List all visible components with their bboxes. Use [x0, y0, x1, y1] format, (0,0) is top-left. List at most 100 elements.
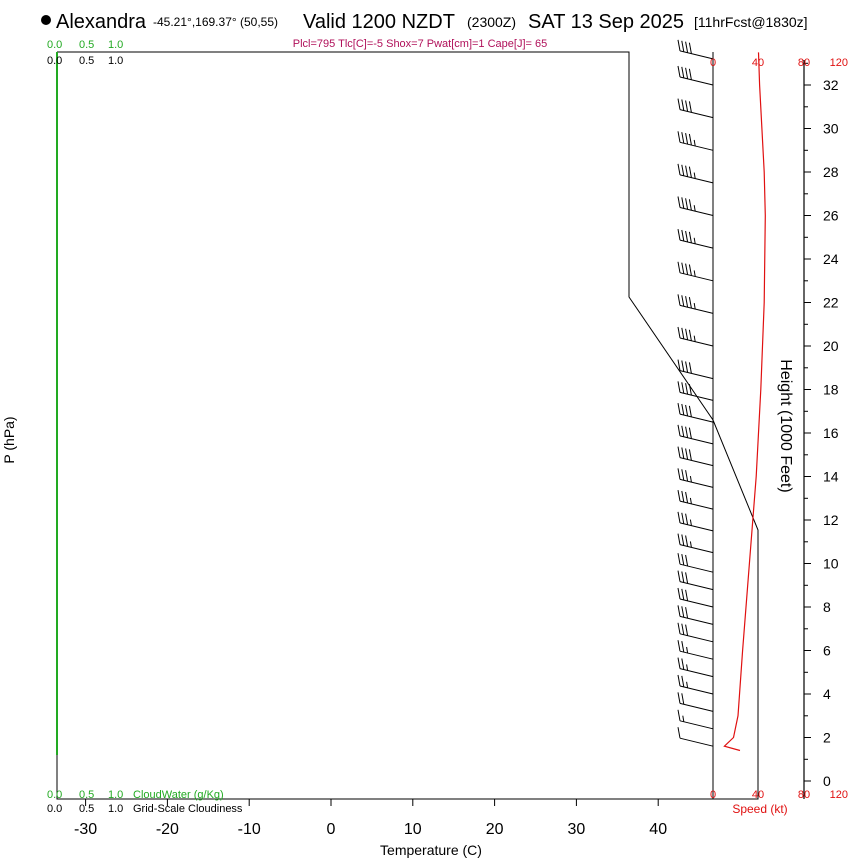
wind-barb-half-23 [693, 237, 696, 244]
wind-barb-flag-1-0 [677, 709, 681, 721]
wind-barb-flag-6-2 [685, 624, 689, 636]
wind-barb-flag-10-0 [677, 553, 681, 565]
wind-barb-staff-12 [679, 522, 714, 532]
wind-barb-flag-22-0 [677, 261, 681, 273]
wind-barb-flag-19-0 [677, 359, 681, 371]
wind-barb-staff-17 [679, 413, 714, 423]
wind-barb-staff-10 [679, 563, 714, 573]
wind-barb-half-13 [689, 497, 692, 504]
wind-barb-staff-28 [679, 76, 714, 86]
speed-bottom-tick-0: 0 [710, 789, 716, 801]
cloudiness-bottom-tick-1: 1.0 [108, 803, 123, 815]
wind-barb-flag-8-2 [685, 589, 689, 601]
wind-barb-staff-16 [679, 435, 714, 445]
cloud-bottom-tick-1: 1.0 [108, 789, 123, 801]
wind-barb-flag-22-3 [688, 264, 692, 276]
wind-barb-flag-15-1 [681, 447, 685, 459]
wind-barb-flag-27-2 [685, 100, 689, 112]
wind-barb-flag-9-1 [681, 571, 685, 583]
temp-label-0: 0 [327, 821, 336, 838]
wind-barb-flag-17-0 [677, 403, 681, 415]
wind-barb-flag-23-1 [681, 229, 685, 242]
wind-barb-flag-24-2 [685, 198, 689, 210]
wind-barb-flag-20-1 [681, 327, 685, 339]
wind-barbs [677, 39, 714, 747]
x-axis-title: Temperature (C) [380, 842, 482, 858]
wind-barb-half-22 [693, 270, 696, 277]
cloud-bottom-tick-05: 0.5 [79, 789, 94, 801]
speed-top-tick-0: 0 [710, 57, 716, 69]
speed-axis-label: Speed (kt) [732, 802, 787, 816]
wind-barb-flag-26-1 [681, 132, 685, 144]
y-axis-title: P (hPa) [1, 416, 17, 463]
height-label-32: 32 [823, 77, 839, 93]
wind-barb-flag-15-2 [685, 448, 689, 460]
wind-barb-flag-13-2 [685, 491, 689, 504]
wind-barb-half-14 [689, 476, 692, 483]
wind-barb-flag-6-0 [677, 622, 681, 634]
wind-barb-staff-18 [679, 391, 714, 401]
wind-barb-half-1 [682, 715, 685, 722]
valid-date: SAT 13 Sep 2025 [528, 11, 684, 33]
wind-barb-flag-27-1 [681, 99, 685, 111]
speed-top-tick-80: 80 [798, 57, 810, 69]
wind-barb-staff-6 [679, 633, 714, 643]
wind-barb-flag-16-1 [681, 425, 685, 437]
wind-barb-half-5 [686, 646, 689, 654]
height-label-18: 18 [823, 382, 839, 398]
wind-barb-flag-2-0 [677, 692, 681, 704]
wind-barb-staff-13 [679, 500, 714, 510]
wind-barb-flag-26-0 [677, 131, 681, 143]
wind-barb-staff-23 [679, 239, 714, 249]
wind-barb-flag-23-3 [688, 231, 692, 243]
wind-barb-flag-25-0 [677, 163, 681, 175]
wind-barb-flag-7-1 [681, 606, 685, 618]
wind-barb-flag-24-3 [688, 199, 692, 211]
wind-barb-flag-5-0 [677, 640, 681, 652]
wind-barb-flag-21-2 [685, 296, 689, 308]
wind-barb-flag-20-2 [685, 328, 689, 340]
wind-barb-half-12 [689, 519, 692, 526]
wind-barb-flag-16-3 [688, 427, 692, 439]
wind-barb-flag-23-0 [677, 229, 681, 241]
wind-barb-28 [677, 65, 714, 86]
height-label-10: 10 [823, 556, 839, 572]
height-label-8: 8 [823, 599, 831, 615]
cloud-top-tick-1: 1.0 [108, 39, 123, 51]
wind-barb-flag-17-1 [681, 403, 685, 416]
wind-barb-half-4 [686, 664, 689, 671]
wind-barb-flag-13-1 [681, 490, 685, 503]
height-label-12: 12 [823, 512, 839, 528]
wind-barb-1 [677, 709, 714, 730]
wind-barb-flag-22-2 [685, 263, 689, 275]
wind-barb-21 [677, 294, 714, 314]
wind-barb-flag-25-1 [681, 164, 685, 176]
wind-barb-9 [677, 570, 714, 591]
cloud-bottom-tick-0: 0.0 [47, 789, 62, 801]
wind-barb-flag-18-3 [688, 384, 692, 396]
wind-barb-flag-14-0 [677, 468, 681, 480]
wind-barb-flag-29-1 [681, 40, 685, 52]
temp-label-30: 30 [568, 821, 586, 838]
height-label-30: 30 [823, 121, 839, 137]
wind-barb-flag-25-3 [688, 166, 692, 178]
cloud-water-label: CloudWater (g/Kg) [133, 789, 224, 801]
wind-barb-flag-28-0 [677, 65, 681, 78]
wind-barb-flag-10-2 [685, 554, 689, 567]
height-label-28: 28 [823, 164, 839, 180]
wind-barb-flag-26-3 [688, 133, 692, 146]
cloud-top-tick-0: 0.0 [47, 39, 62, 51]
wind-barb-flag-19-2 [685, 361, 689, 373]
wind-barb-staff-29 [679, 50, 714, 60]
wind-barb-flag-4-0 [677, 657, 681, 669]
speed-bottom-tick-80: 80 [798, 789, 810, 801]
wind-barb-flag-28-3 [688, 68, 692, 80]
station-name: Alexandra [56, 11, 147, 33]
wind-barb-flag-27-0 [677, 98, 681, 110]
wind-barb-6 [677, 622, 714, 643]
wind-barb-12 [677, 511, 714, 532]
wind-barb-flag-14-2 [685, 470, 689, 482]
wind-barb-staff-7 [679, 615, 714, 625]
wind-barb-flag-3-0 [677, 674, 681, 687]
